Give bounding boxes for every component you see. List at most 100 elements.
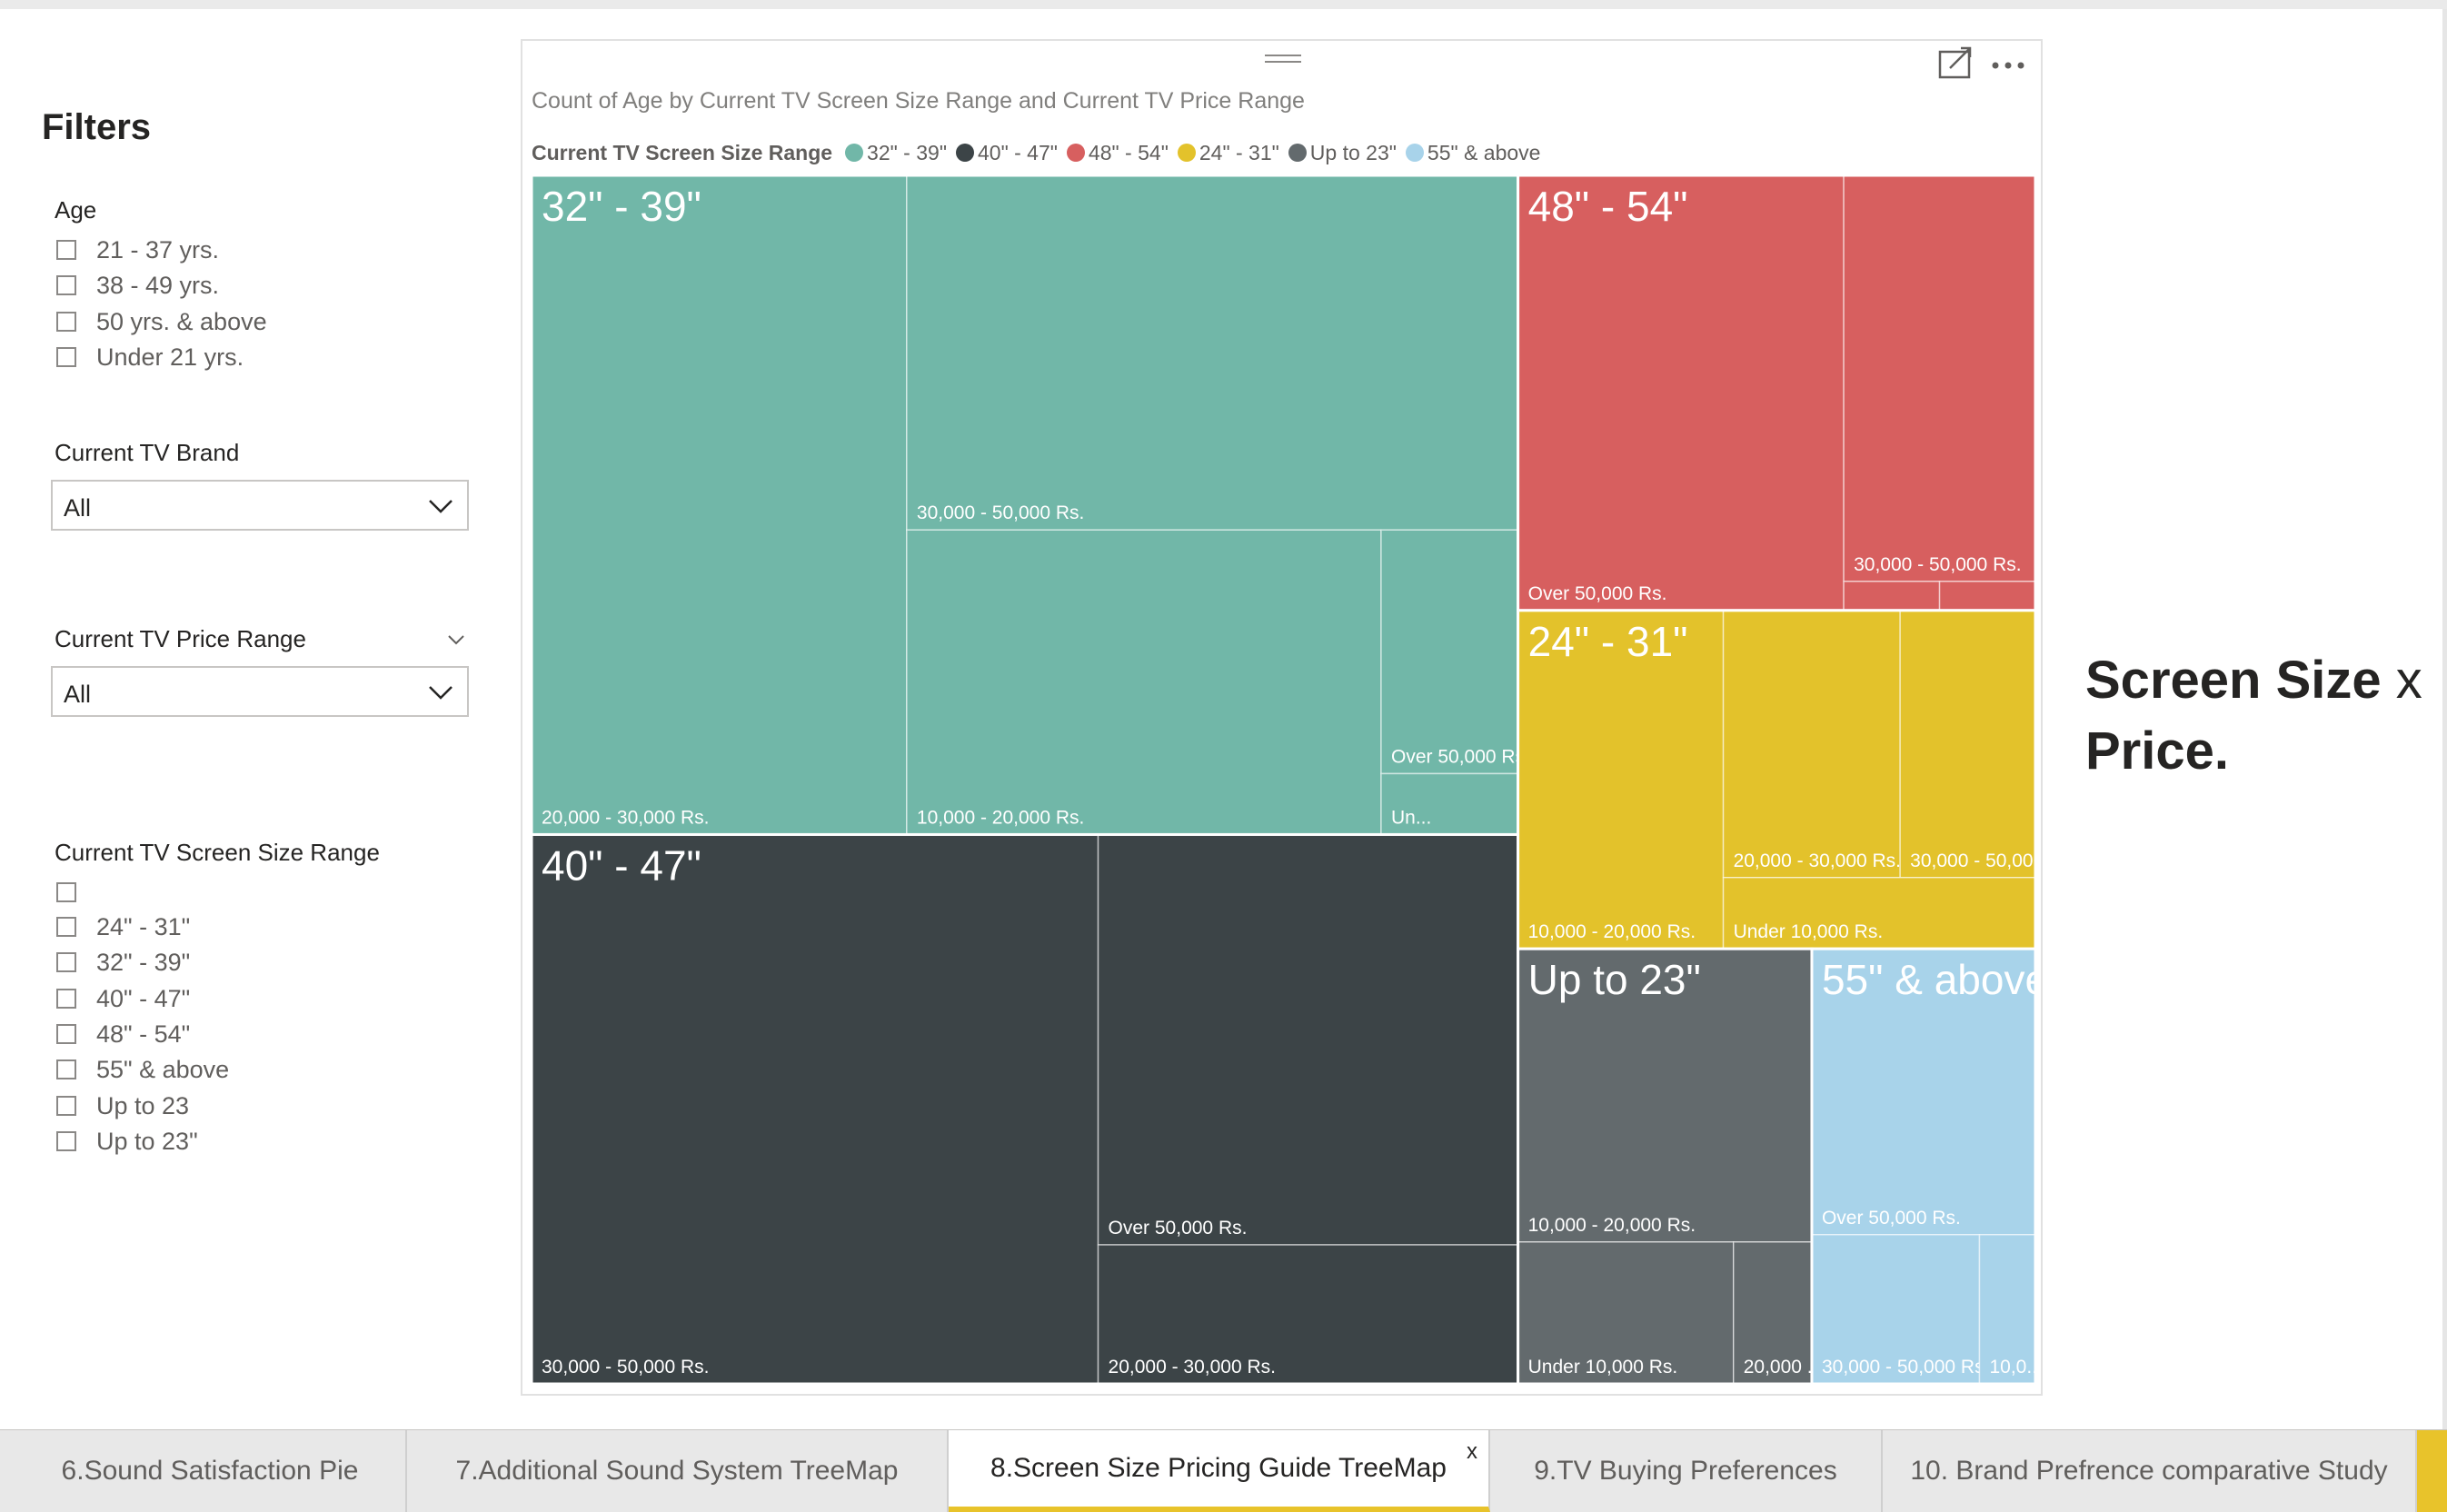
right-gutter xyxy=(2442,9,2447,1429)
treemap-tile[interactable] xyxy=(531,833,1099,1385)
chevron-down-icon xyxy=(429,500,453,513)
treemap-group-32-39[interactable]: 20,000 - 30,000 Rs. 30,000 - 50,000 Rs. 10… xyxy=(530,174,1530,836)
checkbox[interactable] xyxy=(56,347,76,367)
treemap-tile[interactable] xyxy=(1722,610,1901,879)
tab-label: 6.Sound Satisfaction Pie xyxy=(61,1456,359,1486)
checkbox[interactable] xyxy=(56,1059,76,1079)
treemap-tile[interactable] xyxy=(906,529,1382,836)
legend-item[interactable]: Up to 23" xyxy=(1288,141,1397,165)
tab-brand-prefrence-comparative-study[interactable]: 10. Brand Prefrence comparative Study xyxy=(1883,1430,2417,1512)
screen-option-0[interactable] xyxy=(56,877,96,908)
treemap-tile[interactable] xyxy=(1899,610,2036,879)
checkbox[interactable] xyxy=(56,989,76,1009)
treemap-group-40-47[interactable]: 30,000 - 50,000 Rs. Over 50,000 Rs. 20,000… xyxy=(530,832,1520,1386)
treemap-tile[interactable] xyxy=(1938,581,2036,612)
tile-label: Over 50,000 Rs. xyxy=(1822,1208,1961,1228)
legend-label: 48" - 54" xyxy=(1088,140,1169,164)
treemap-tile[interactable] xyxy=(1517,174,1845,612)
treemap-tile[interactable] xyxy=(1517,948,1813,1243)
screen-option-5[interactable]: 55" & above xyxy=(56,1054,229,1085)
screen-option-2[interactable]: 32" - 39" xyxy=(56,947,190,978)
tab-sound-satisfaction-pie[interactable]: 6.Sound Satisfaction Pie xyxy=(15,1430,407,1512)
treemap-visual[interactable]: Count of Age by Current TV Screen Size R… xyxy=(521,39,2078,1396)
price-filter-label: Current TV Price Range xyxy=(55,625,306,652)
screen-option-4[interactable]: 48" - 54" xyxy=(56,1019,190,1049)
checkbox[interactable] xyxy=(56,952,76,972)
checkbox-label: 55" & above xyxy=(96,1055,230,1083)
checkbox-label: 24" - 31" xyxy=(96,912,191,940)
checkbox-label: 48" - 54" xyxy=(96,1020,191,1048)
treemap-plot[interactable]: 20,000 - 30,000 Rs. 30,000 - 50,000 Rs. 10… xyxy=(530,174,2078,1386)
tab-scroll-accent[interactable] xyxy=(2417,1430,2447,1512)
treemap-tile[interactable] xyxy=(1380,772,1519,836)
legend-item[interactable]: 48" - 54" xyxy=(1066,140,1169,165)
checkbox[interactable] xyxy=(56,312,76,332)
more-options-icon[interactable] xyxy=(1987,46,2029,81)
tile-label: 10,000 - 20,000 Rs. xyxy=(1528,921,1696,942)
checkbox[interactable] xyxy=(56,1024,76,1044)
tile-label: 30,000 - 50,000 Rs. xyxy=(542,1357,709,1378)
legend-item[interactable]: 32" - 39" xyxy=(845,141,947,165)
tab-screen-size-pricing-guide-treemap[interactable]: 8.Screen Size Pricing Guide TreeMap x xyxy=(949,1430,1490,1512)
heading-line-1: Screen Size xyxy=(2085,651,2382,710)
treemap-tile[interactable] xyxy=(1097,1244,1519,1385)
checkbox[interactable] xyxy=(56,882,76,902)
treemap-tile[interactable] xyxy=(1732,1241,1813,1385)
treemap-tile[interactable] xyxy=(1722,877,2036,950)
checkbox[interactable] xyxy=(56,275,76,295)
treemap-tile[interactable] xyxy=(1978,1234,2036,1385)
legend-label: 32" - 39" xyxy=(867,140,947,164)
screen-option-1[interactable]: 24" - 31" xyxy=(56,911,190,942)
screen-option-7[interactable]: Up to 23" xyxy=(56,1126,198,1157)
treemap-tile[interactable] xyxy=(1811,1234,1981,1385)
legend-label: 40" - 47" xyxy=(977,140,1058,164)
tile-label: 10,000 - 20,000 Rs. xyxy=(917,807,1084,828)
brand-dropdown[interactable]: All xyxy=(51,480,469,531)
legend-dot xyxy=(1288,144,1307,162)
treemap-group-48-54[interactable]: Over 50,000 Rs. 30,000 - 50,000 Rs. 48" - … xyxy=(1517,174,2037,612)
age-option-2[interactable]: 50 yrs. & above xyxy=(56,306,267,337)
treemap-tile[interactable] xyxy=(1380,529,1519,775)
chevron-down-icon[interactable] xyxy=(445,629,467,651)
treemap-tile[interactable] xyxy=(906,174,1519,531)
checkbox[interactable] xyxy=(56,1096,76,1116)
treemap-tile[interactable] xyxy=(1517,1241,1735,1385)
age-option-3[interactable]: Under 21 yrs. xyxy=(56,342,244,373)
checkbox[interactable] xyxy=(56,917,76,937)
treemap-group-55-above[interactable]: Over 50,000 Rs. 30,000 - 50,000 Rs.10,0..… xyxy=(1810,947,2048,1386)
tab-tv-buying-preferences[interactable]: 9.TV Buying Preferences xyxy=(1490,1430,1883,1512)
treemap-tile[interactable] xyxy=(1843,581,1941,612)
close-icon[interactable]: x xyxy=(1467,1439,1477,1464)
treemap-tile[interactable] xyxy=(1843,174,2036,582)
treemap-group-up-to-23[interactable]: 10,000 - 20,000 Rs. Under 10,000 Rs. 20,00… xyxy=(1517,947,1824,1386)
treemap-tile[interactable] xyxy=(1097,833,1519,1246)
tile-label: Over 50,000 Rs. xyxy=(1528,583,1667,604)
price-dropdown[interactable]: All xyxy=(51,666,469,717)
tile-label: 30,000 - 50,000 Rs. xyxy=(1854,554,2021,575)
legend-dot xyxy=(1066,144,1085,162)
group-label: 32" - 39" xyxy=(542,183,701,230)
legend-item[interactable]: 40" - 47" xyxy=(955,140,1058,165)
group-label: 48" - 54" xyxy=(1528,183,1688,230)
checkbox[interactable] xyxy=(56,240,76,260)
age-option-0[interactable]: 21 - 37 yrs. xyxy=(56,234,219,265)
treemap-group-24-31[interactable]: 10,000 - 20,000 Rs. 20,000 - 30,000 Rs. 30… xyxy=(1517,609,2078,950)
treemap-tile[interactable] xyxy=(531,174,908,836)
page-tab-bar: 6.Sound Satisfaction Pie 7.Additional So… xyxy=(0,1429,2447,1512)
tab-additional-sound-system-treemap[interactable]: 7.Additional Sound System TreeMap xyxy=(407,1430,949,1512)
legend-item[interactable]: 24" - 31" xyxy=(1177,141,1279,165)
brand-dropdown-value: All xyxy=(64,494,92,522)
checkbox-label: 38 - 49 yrs. xyxy=(96,271,220,299)
screen-option-3[interactable]: 40" - 47" xyxy=(56,983,190,1014)
drag-handle-icon[interactable] xyxy=(1265,54,1301,65)
group-label: 24" - 31" xyxy=(1528,618,1688,665)
checkbox-label: Up to 23" xyxy=(96,1127,198,1155)
group-label: Up to 23" xyxy=(1528,956,1701,1003)
heading-x: x xyxy=(2395,651,2422,710)
focus-mode-icon[interactable] xyxy=(1937,46,1974,81)
checkbox[interactable] xyxy=(56,1131,76,1151)
screen-option-6[interactable]: Up to 23 xyxy=(56,1090,189,1121)
legend-item[interactable]: 55" & above xyxy=(1405,141,1540,165)
treemap-svg[interactable]: 20,000 - 30,000 Rs.30,000 - 50,000 Rs.10… xyxy=(530,174,2078,1386)
age-option-1[interactable]: 38 - 49 yrs. xyxy=(56,270,219,301)
